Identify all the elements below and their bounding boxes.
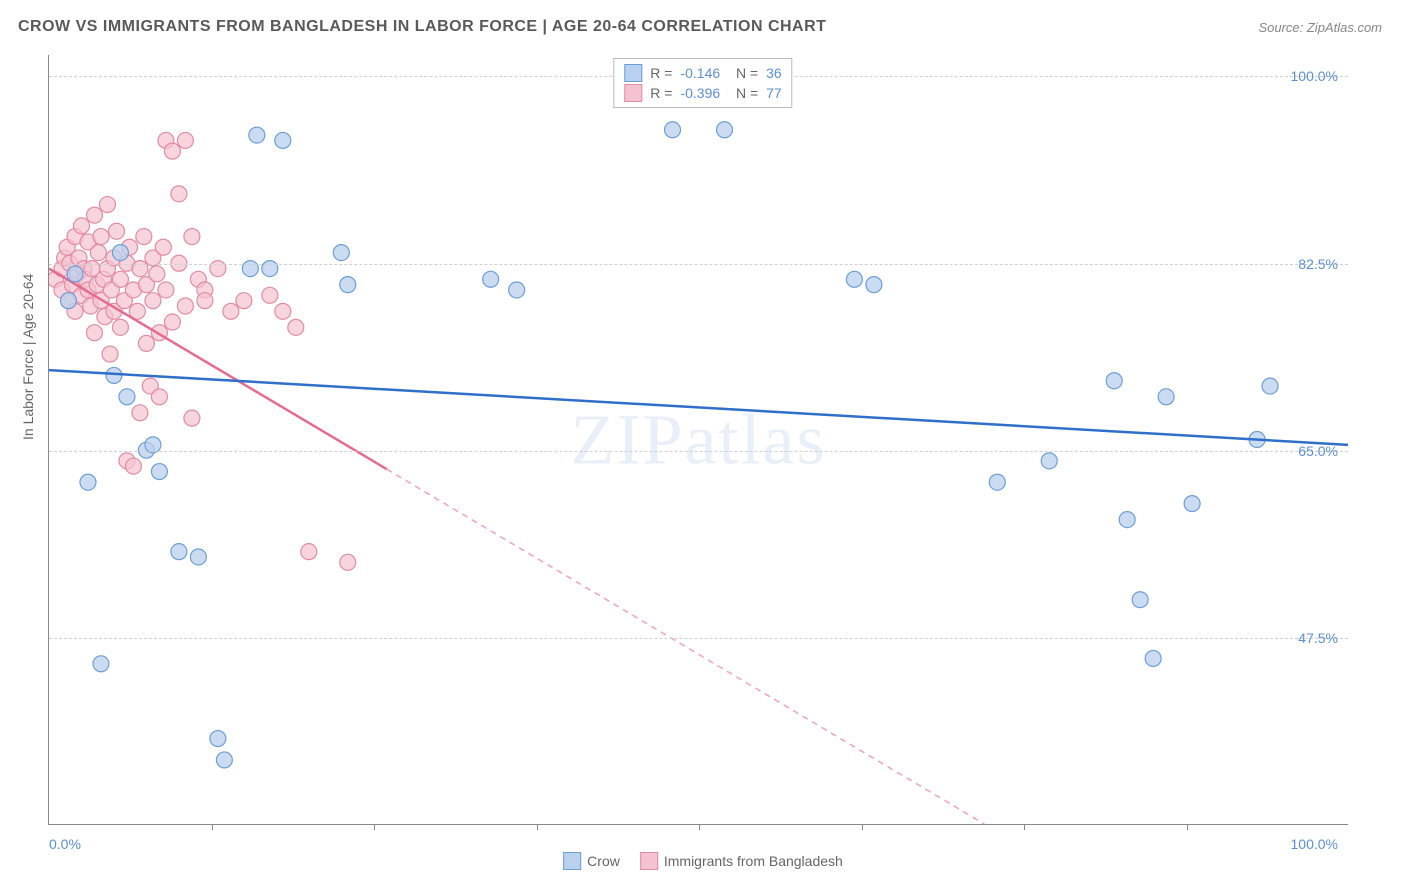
gridline-h — [49, 638, 1348, 639]
x-tick — [862, 824, 863, 830]
swatch-blue — [624, 64, 642, 82]
stat-r-bangladesh: -0.396 — [680, 85, 720, 101]
y-axis-label: In Labor Force | Age 20-64 — [20, 274, 36, 440]
legend-item-bangladesh: Immigrants from Bangladesh — [640, 852, 843, 870]
swatch-blue — [563, 852, 581, 870]
gridline-h — [49, 264, 1348, 265]
stats-row-crow: R = -0.146 N = 36 — [624, 63, 781, 83]
legend-label-crow: Crow — [587, 853, 620, 869]
swatch-pink — [624, 84, 642, 102]
stat-r-crow: -0.146 — [680, 65, 720, 81]
y-tick-label: 65.0% — [1298, 443, 1338, 459]
stat-r-label: R = — [650, 65, 672, 81]
legend-label-bangladesh: Immigrants from Bangladesh — [664, 853, 843, 869]
x-axis-min-label: 0.0% — [49, 836, 81, 852]
stat-n-label: N = — [728, 65, 758, 81]
stats-legend: R = -0.146 N = 36 R = -0.396 N = 77 — [613, 58, 792, 108]
stat-n-bangladesh: 77 — [766, 85, 782, 101]
x-axis-max-label: 100.0% — [1291, 836, 1338, 852]
stat-r-label: R = — [650, 85, 672, 101]
stat-n-crow: 36 — [766, 65, 782, 81]
x-tick — [1187, 824, 1188, 830]
plot-area: ZIPatlas 0.0% 100.0% 100.0%82.5%65.0%47.… — [48, 55, 1348, 825]
bottom-legend: Crow Immigrants from Bangladesh — [563, 852, 843, 870]
stats-row-bangladesh: R = -0.396 N = 77 — [624, 83, 781, 103]
x-tick — [212, 824, 213, 830]
y-tick-label: 47.5% — [1298, 630, 1338, 646]
x-tick — [537, 824, 538, 830]
chart-svg — [49, 55, 1348, 824]
x-tick — [374, 824, 375, 830]
chart-title: CROW VS IMMIGRANTS FROM BANGLADESH IN LA… — [18, 18, 826, 36]
swatch-pink — [640, 852, 658, 870]
y-tick-label: 100.0% — [1291, 68, 1338, 84]
legend-item-crow: Crow — [563, 852, 620, 870]
source-label: Source: ZipAtlas.com — [1258, 20, 1382, 35]
gridline-h — [49, 451, 1348, 452]
x-tick — [699, 824, 700, 830]
y-tick-label: 82.5% — [1298, 256, 1338, 272]
x-tick — [1024, 824, 1025, 830]
stat-n-label: N = — [728, 85, 758, 101]
